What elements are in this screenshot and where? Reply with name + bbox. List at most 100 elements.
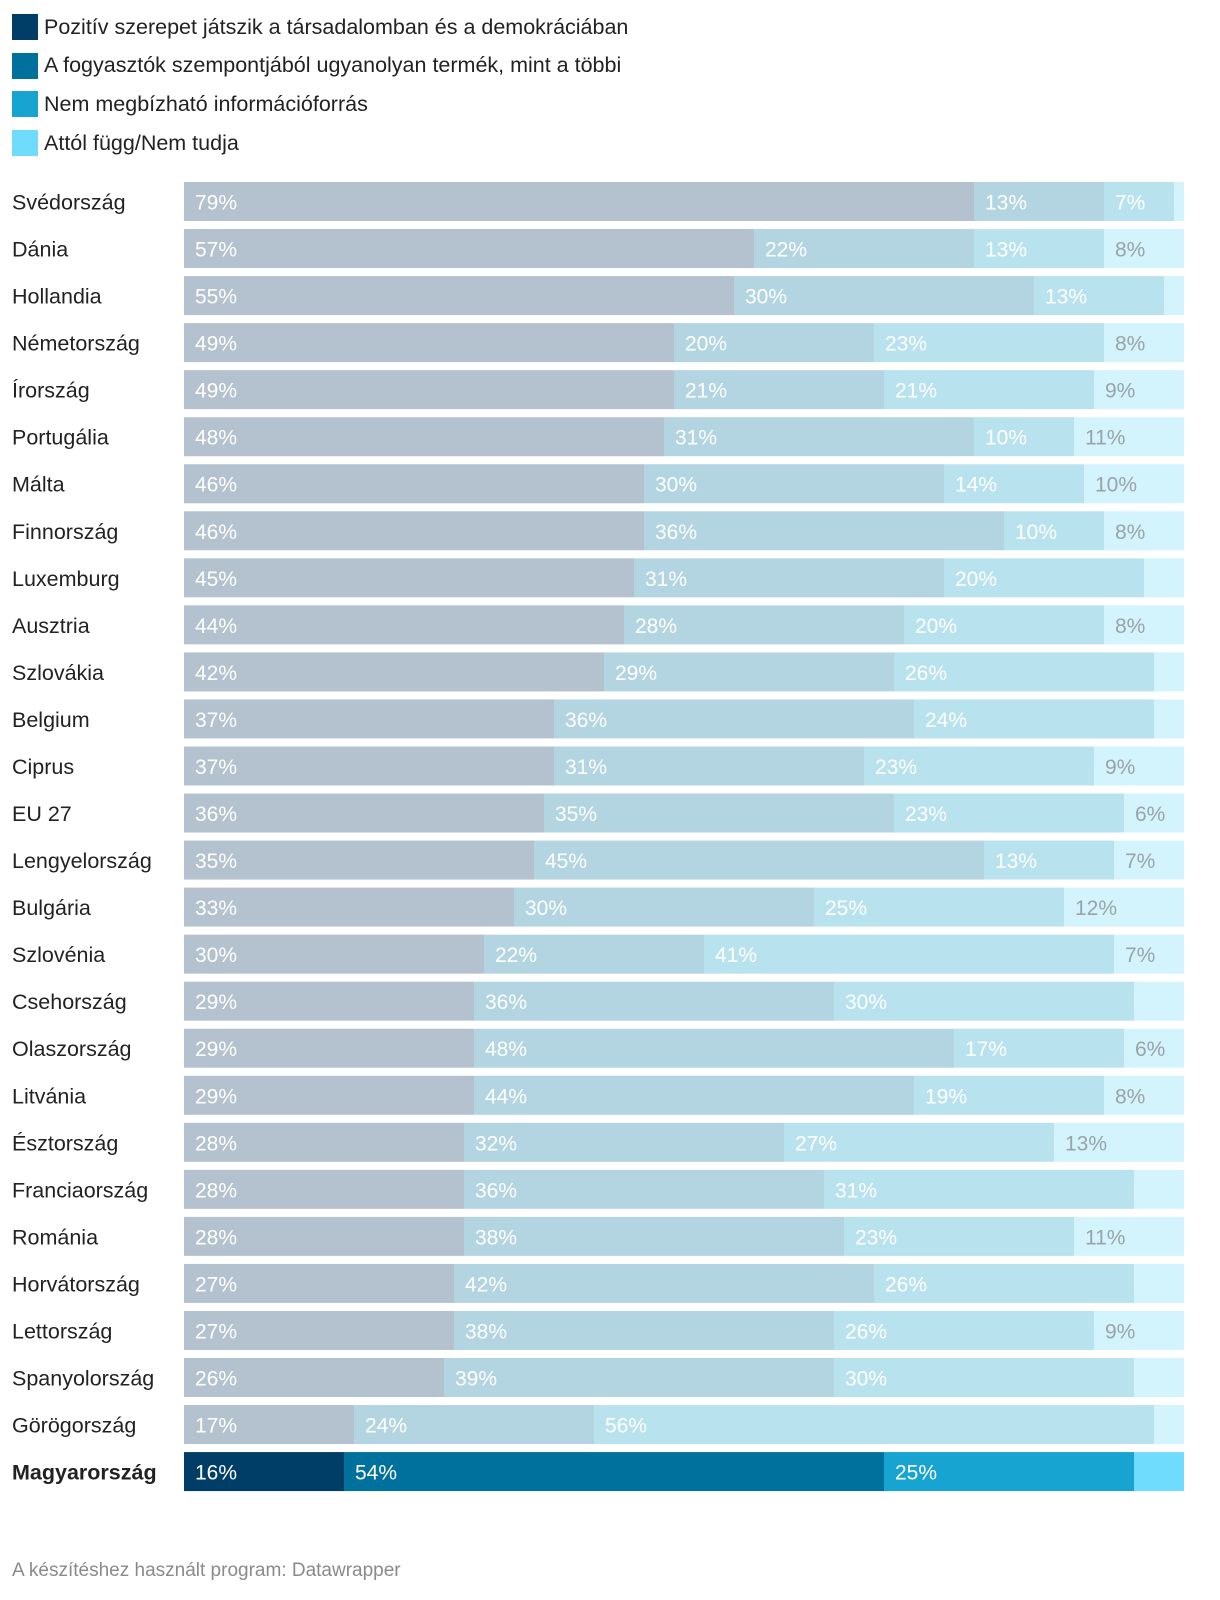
legend-item-depends: Attól függ/Nem tudja xyxy=(12,124,628,163)
data-label: 31% xyxy=(835,1179,877,1202)
data-label: 13% xyxy=(985,239,1027,262)
row-label: Szlovénia xyxy=(12,943,105,967)
bar-segment xyxy=(984,840,1114,880)
row-label: Szlovákia xyxy=(12,661,104,685)
bar-segment xyxy=(904,605,1104,645)
bar-segment xyxy=(454,1263,874,1303)
row-label: Dánia xyxy=(12,238,68,262)
bar-segment xyxy=(1144,558,1184,598)
bar-segment xyxy=(834,1310,1094,1350)
bar-segment xyxy=(974,417,1074,457)
data-label: 8% xyxy=(1115,615,1145,638)
bar-segment xyxy=(894,793,1124,833)
bar-segment xyxy=(1074,417,1184,457)
data-label: 26% xyxy=(905,662,947,685)
data-label: 16% xyxy=(195,1462,237,1485)
bar-segment xyxy=(464,1216,844,1256)
data-label: 30% xyxy=(845,1368,887,1391)
bar-segment xyxy=(884,1452,1134,1492)
data-label: 10% xyxy=(1095,474,1137,497)
bar-segment xyxy=(634,558,944,598)
bar-segment xyxy=(604,652,894,692)
data-label: 20% xyxy=(685,333,727,356)
bar-segment xyxy=(1124,1028,1184,1068)
data-label: 38% xyxy=(475,1226,517,1249)
bar-segment xyxy=(1164,276,1184,316)
bar-segment xyxy=(644,511,1004,551)
data-label: 30% xyxy=(745,286,787,309)
data-label: 49% xyxy=(195,333,237,356)
data-label: 28% xyxy=(195,1226,237,1249)
data-label: 12% xyxy=(1075,897,1117,920)
data-label: 36% xyxy=(485,991,527,1014)
bar-segment xyxy=(184,182,974,221)
data-label: 29% xyxy=(195,991,237,1014)
bar-segment xyxy=(464,1122,784,1162)
bar-segment xyxy=(1104,605,1184,645)
legend-swatch-depends xyxy=(12,130,38,157)
data-label: 7% xyxy=(1125,850,1155,873)
data-label: 24% xyxy=(365,1415,407,1438)
bar-segment xyxy=(344,1452,884,1492)
data-label: 25% xyxy=(825,897,867,920)
row-label: Lengyelország xyxy=(12,849,152,873)
bar-segment xyxy=(184,1216,464,1256)
data-label: 48% xyxy=(485,1038,527,1061)
data-label: 8% xyxy=(1115,521,1145,544)
bar-segment xyxy=(894,652,1154,692)
legend-swatch-same-product xyxy=(12,52,38,79)
data-label: 11% xyxy=(1085,1226,1125,1249)
data-label: 31% xyxy=(565,756,607,779)
legend-label-depends: Attól függ/Nem tudja xyxy=(44,130,239,155)
data-label: 55% xyxy=(195,286,237,309)
data-label: 23% xyxy=(875,756,917,779)
data-label: 7% xyxy=(1125,944,1155,967)
data-label: 30% xyxy=(525,897,567,920)
bar-segment xyxy=(184,652,604,692)
bar-segment xyxy=(944,464,1084,504)
bar-segment xyxy=(184,605,624,645)
data-label: 57% xyxy=(195,239,237,262)
data-label: 23% xyxy=(905,803,947,826)
data-label: 24% xyxy=(925,709,967,732)
bar-segment xyxy=(1094,370,1184,410)
bar-segment xyxy=(944,558,1144,598)
bar-segment xyxy=(184,558,634,598)
bar-segment xyxy=(184,1358,444,1397)
data-label: 41% xyxy=(715,944,757,967)
data-label: 20% xyxy=(915,615,957,638)
bar-segment xyxy=(1094,746,1184,786)
row-label: Ausztria xyxy=(12,614,90,638)
data-label: 23% xyxy=(855,1226,897,1249)
data-label: 35% xyxy=(195,850,237,873)
data-label: 11% xyxy=(1085,427,1125,450)
data-label: 54% xyxy=(355,1462,397,1485)
data-label: 39% xyxy=(455,1368,497,1391)
data-label: 7% xyxy=(1115,192,1145,215)
bar-segment xyxy=(914,699,1154,739)
bar-segment xyxy=(1114,840,1184,880)
row-label: Magyarország xyxy=(12,1461,157,1485)
bar-segment xyxy=(354,1405,594,1445)
bar-segment xyxy=(704,934,1114,974)
bar-segment xyxy=(1064,887,1184,927)
data-label: 10% xyxy=(1015,521,1057,544)
bar-segment xyxy=(1124,793,1184,833)
bar-segment xyxy=(1134,1169,1184,1209)
data-label: 26% xyxy=(845,1320,887,1343)
bar-segment xyxy=(184,229,754,269)
data-label: 37% xyxy=(195,756,237,779)
legend-label-unreliable: Nem megbízható információforrás xyxy=(44,91,368,116)
data-label: 46% xyxy=(195,474,237,497)
data-label: 33% xyxy=(195,897,237,920)
data-label: 29% xyxy=(195,1038,237,1061)
bar-segment xyxy=(184,1075,474,1115)
legend-item-same-product: A fogyasztók szempontjából ugyanolyan te… xyxy=(12,47,628,86)
row-label: Svédország xyxy=(12,191,126,215)
data-label: 42% xyxy=(465,1273,507,1296)
data-label: 42% xyxy=(195,662,237,685)
bar-segment xyxy=(834,981,1134,1021)
bar-segment xyxy=(484,934,704,974)
data-label: 56% xyxy=(605,1415,647,1438)
bar-segment xyxy=(974,182,1104,221)
